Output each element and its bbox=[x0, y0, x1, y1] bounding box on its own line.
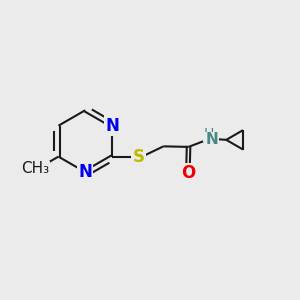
Text: N: N bbox=[205, 132, 218, 147]
Text: O: O bbox=[181, 164, 195, 182]
Text: CH₃: CH₃ bbox=[21, 161, 50, 176]
Text: N: N bbox=[105, 117, 119, 135]
Text: H: H bbox=[204, 127, 214, 141]
Text: S: S bbox=[133, 148, 145, 166]
Text: N: N bbox=[78, 163, 92, 181]
